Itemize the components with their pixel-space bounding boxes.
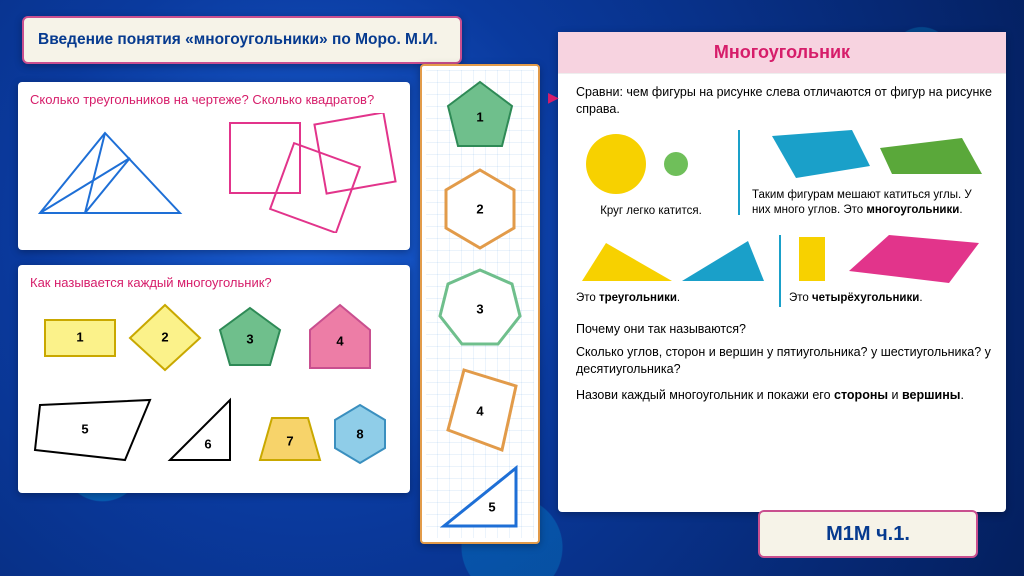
- q3-d: вершины: [902, 388, 960, 402]
- shape-6: [170, 400, 230, 460]
- svg-text:6: 6: [204, 436, 211, 451]
- shape-5: [35, 400, 150, 460]
- ex2-figure: 1 2 3 4 5 6 7 8: [30, 300, 398, 480]
- title-text: Введение понятия «многоугольники» по Мор…: [38, 31, 438, 49]
- divider: [738, 130, 740, 216]
- right-title: Многоугольник: [558, 32, 1006, 74]
- bullet-icon: ▶: [548, 88, 559, 107]
- footer-box: М1М ч.1.: [758, 510, 978, 558]
- svg-text:8: 8: [356, 426, 363, 441]
- svg-text:5: 5: [81, 421, 88, 436]
- svg-text:1: 1: [76, 329, 83, 344]
- quad-caption: Это четырёхугольники.: [789, 291, 992, 307]
- exercise-1: Сколько треугольников на чертеже? Скольк…: [18, 82, 410, 250]
- left-caption: Круг легко катится.: [576, 204, 726, 220]
- compare-text: Сравни: чем фигуры на рисунке слева отли…: [576, 84, 992, 118]
- circles: [576, 126, 726, 204]
- q3-b: стороны: [834, 388, 888, 402]
- q1: Почему они так называются?: [576, 321, 992, 338]
- tri-caption: Это треугольники.: [576, 291, 771, 307]
- polys: [752, 126, 992, 188]
- q3-c: и: [888, 388, 902, 402]
- q3: Назови каждый многоугольник и покажи его…: [576, 387, 992, 404]
- svg-text:3: 3: [476, 301, 483, 316]
- svg-text:5: 5: [488, 499, 495, 514]
- ex1-figure: [30, 113, 398, 233]
- svg-text:1: 1: [476, 109, 483, 124]
- textbook-panel: Многоугольник ▶ Сравни: чем фигуры на ри…: [558, 32, 1006, 512]
- svg-text:4: 4: [336, 333, 344, 348]
- svg-text:2: 2: [476, 201, 483, 216]
- title-box: Введение понятия «многоугольники» по Мор…: [22, 16, 462, 64]
- q3-e: .: [960, 388, 963, 402]
- ex1-question: Сколько треугольников на чертеже? Скольк…: [30, 92, 398, 107]
- svg-text:2: 2: [161, 329, 168, 344]
- triangles: [576, 231, 771, 291]
- svg-text:3: 3: [246, 331, 253, 346]
- footer-text: М1М ч.1.: [826, 523, 910, 546]
- divider-2: [779, 235, 781, 307]
- exercise-2: Как называется каждый многоугольник? 1 2…: [18, 265, 410, 493]
- svg-text:4: 4: [476, 403, 484, 418]
- svg-text:7: 7: [286, 433, 293, 448]
- shape-strip: 1 2 3 4 5: [420, 64, 540, 544]
- q2: Сколько углов, сторон и вершин у пятиуго…: [576, 344, 992, 378]
- ex2-question: Как называется каждый многоугольник?: [30, 275, 398, 290]
- q3-a: Назови каждый многоугольник и покажи его: [576, 388, 834, 402]
- quads: [789, 231, 989, 291]
- strip-figure: 1 2 3 4 5: [426, 70, 534, 538]
- right-caption: Таким фигурам мешают катиться углы. У ни…: [752, 188, 992, 219]
